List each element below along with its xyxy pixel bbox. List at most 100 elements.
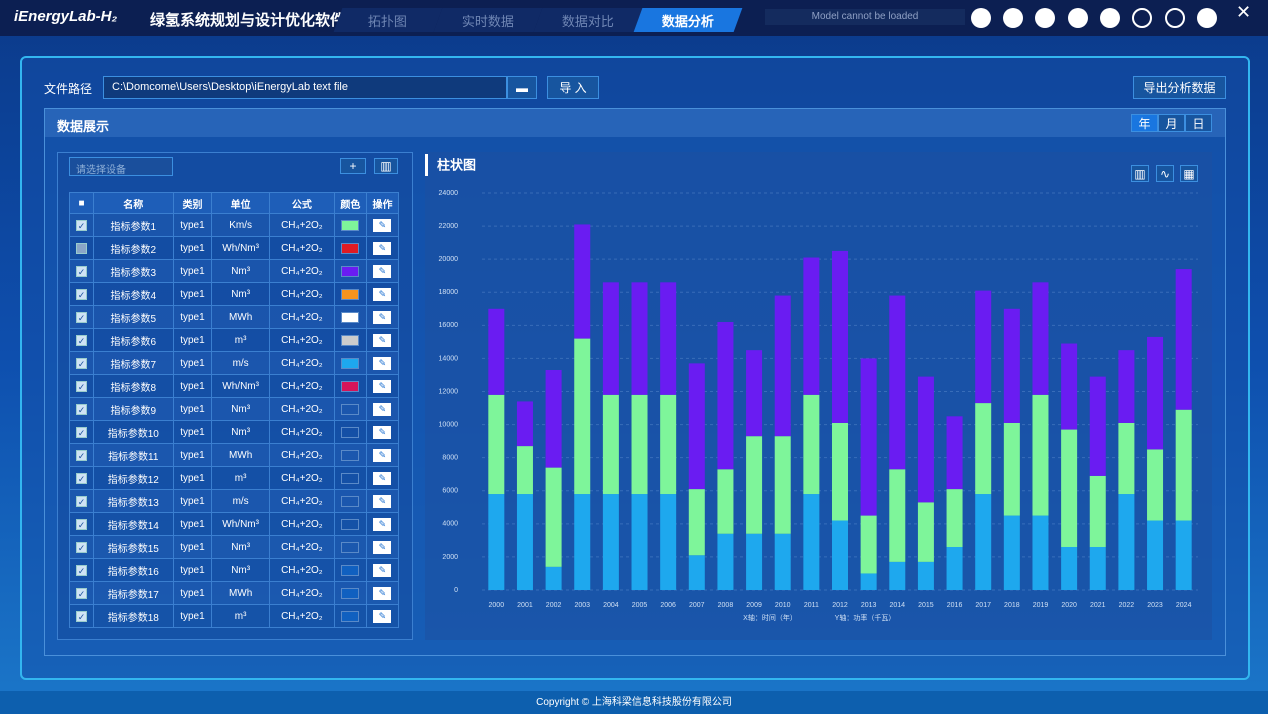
period-button[interactable]: 日 — [1185, 114, 1212, 132]
play-icon[interactable] — [1132, 8, 1152, 28]
checkbox[interactable]: ✓ — [76, 541, 87, 553]
edit-button[interactable]: ✎ — [373, 448, 392, 462]
x-tick-label: 2014 — [889, 602, 905, 609]
color-swatch[interactable] — [341, 541, 360, 553]
color-swatch[interactable] — [341, 219, 360, 231]
edit-button[interactable]: ✎ — [373, 540, 392, 554]
color-swatch[interactable] — [341, 380, 360, 392]
color-cell — [333, 282, 367, 306]
color-swatch[interactable] — [341, 495, 360, 507]
table-view-icon[interactable]: ▦ — [1180, 165, 1198, 182]
path-input[interactable]: C:\Domcome\Users\Desktop\iEnergyLab text… — [103, 76, 507, 99]
checkbox[interactable]: ✓ — [76, 265, 87, 277]
color-swatch[interactable] — [341, 357, 360, 369]
edit-button[interactable]: ✎ — [373, 379, 392, 393]
checkbox[interactable]: ✓ — [76, 495, 87, 507]
action-cell: ✎ — [365, 351, 400, 375]
checkbox[interactable]: ✓ — [76, 403, 87, 415]
table-row: ✓ 指标参数9 type1 Nm³ CH₄+2O₂ ✎ — [69, 397, 400, 421]
color-swatch[interactable] — [341, 518, 360, 530]
table-cell: Nm³ — [211, 282, 270, 306]
checkbox[interactable] — [76, 242, 87, 254]
add-button[interactable]: + — [340, 158, 366, 174]
save-icon[interactable] — [1003, 8, 1023, 28]
select-all[interactable]: ■ — [69, 192, 94, 214]
tab[interactable]: 拓扑图 — [333, 8, 443, 32]
color-swatch[interactable] — [341, 288, 360, 300]
checkbox[interactable]: ✓ — [76, 610, 87, 622]
edit-button[interactable]: ✎ — [373, 494, 392, 508]
y-tick-label: 14000 — [439, 355, 459, 362]
checkbox-cell: ✓ — [69, 466, 94, 490]
checkbox[interactable]: ✓ — [76, 334, 87, 346]
edit-button[interactable]: ✎ — [373, 402, 392, 416]
refresh-icon[interactable] — [1100, 8, 1120, 28]
edit-button[interactable]: ✎ — [373, 333, 392, 347]
pause-icon[interactable] — [1165, 8, 1185, 28]
checkbox[interactable]: ✓ — [76, 518, 87, 530]
color-swatch[interactable] — [341, 334, 360, 346]
table-cell: CH₄+2O₂ — [268, 535, 335, 559]
checkbox[interactable]: ✓ — [76, 587, 87, 599]
bar-segment — [1003, 308, 1020, 423]
bar-segment — [1061, 546, 1078, 590]
color-swatch[interactable] — [341, 311, 360, 323]
checkbox[interactable]: ✓ — [76, 380, 87, 392]
color-swatch[interactable] — [341, 564, 360, 576]
color-swatch[interactable] — [341, 403, 360, 415]
color-swatch[interactable] — [341, 472, 360, 484]
color-swatch[interactable] — [341, 449, 360, 461]
checkbox[interactable]: ✓ — [76, 357, 87, 369]
delete-button[interactable]: ▥ — [374, 158, 398, 174]
edit-button[interactable]: ✎ — [373, 586, 392, 600]
edit-button[interactable]: ✎ — [373, 287, 392, 301]
import-button[interactable]: 导 入 — [547, 76, 599, 99]
edit-button[interactable]: ✎ — [373, 563, 392, 577]
table-cell: CH₄+2O₂ — [268, 282, 335, 306]
color-swatch[interactable] — [341, 265, 360, 277]
checkbox[interactable]: ✓ — [76, 426, 87, 438]
checkbox[interactable]: ✓ — [76, 564, 87, 576]
tab[interactable]: 数据分析 — [633, 8, 743, 32]
edit-button[interactable]: ✎ — [373, 241, 392, 255]
bar-segment — [832, 422, 848, 521]
bar-segment — [516, 401, 533, 447]
edit-button[interactable]: ✎ — [373, 218, 392, 232]
checkbox[interactable]: ✓ — [76, 449, 87, 461]
device-select[interactable]: 请选择设备 — [69, 157, 173, 176]
table-cell: CH₄+2O₂ — [268, 420, 335, 444]
export-icon[interactable] — [1068, 8, 1088, 28]
edit-button[interactable]: ✎ — [373, 517, 392, 531]
edit-button[interactable]: ✎ — [373, 264, 392, 278]
doc-icon[interactable] — [1035, 8, 1055, 28]
stop-icon[interactable] — [1197, 8, 1217, 28]
color-swatch[interactable] — [341, 242, 360, 254]
bar-segment — [1089, 376, 1106, 476]
tab[interactable]: 实时数据 — [433, 8, 543, 32]
checkbox[interactable]: ✓ — [76, 311, 87, 323]
y-tick-label: 6000 — [442, 488, 458, 495]
color-swatch[interactable] — [341, 610, 360, 622]
tab[interactable]: 数据对比 — [533, 8, 643, 32]
bar-view-icon[interactable]: ▥ — [1131, 165, 1149, 182]
checkbox[interactable]: ✓ — [76, 288, 87, 300]
export-button[interactable]: 导出分析数据 — [1133, 76, 1226, 99]
table-cell: 指标参数13 — [93, 489, 174, 513]
y-tick-label: 22000 — [439, 223, 459, 230]
color-swatch[interactable] — [341, 426, 360, 438]
color-cell — [333, 466, 367, 490]
period-button[interactable]: 年 — [1131, 114, 1158, 132]
edit-button[interactable]: ✎ — [373, 609, 392, 623]
edit-button[interactable]: ✎ — [373, 356, 392, 370]
edit-button[interactable]: ✎ — [373, 471, 392, 485]
settings-icon[interactable] — [971, 8, 991, 28]
close-icon[interactable]: ✕ — [1236, 2, 1252, 22]
browse-button[interactable]: ▬ — [507, 76, 537, 99]
edit-button[interactable]: ✎ — [373, 425, 392, 439]
color-swatch[interactable] — [341, 587, 360, 599]
edit-button[interactable]: ✎ — [373, 310, 392, 324]
checkbox[interactable]: ✓ — [76, 472, 87, 484]
period-button[interactable]: 月 — [1158, 114, 1185, 132]
line-view-icon[interactable]: ∿ — [1156, 165, 1174, 182]
checkbox[interactable]: ✓ — [76, 219, 87, 231]
